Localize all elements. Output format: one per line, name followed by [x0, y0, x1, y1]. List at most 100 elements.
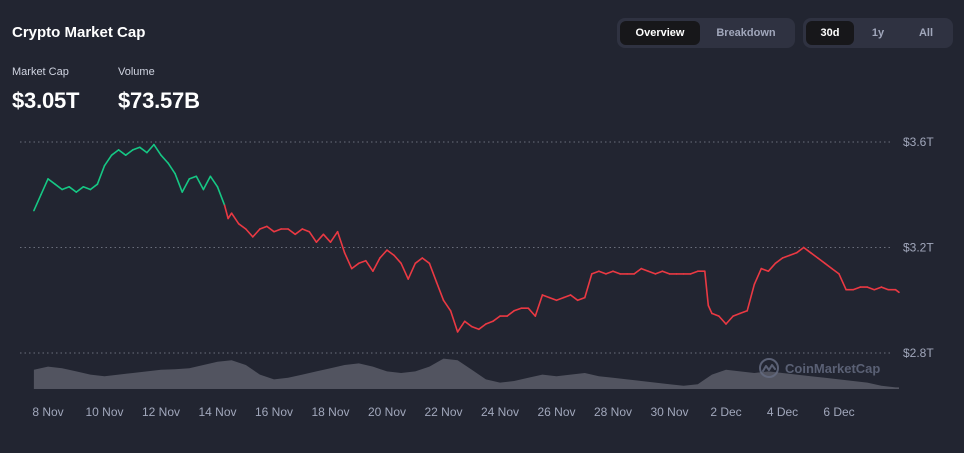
price-line-segment	[463, 320, 473, 328]
price-line-segment	[485, 320, 494, 325]
price-line-segment	[223, 204, 229, 220]
price-line-segment	[117, 149, 127, 156]
price-line-segment	[216, 186, 226, 207]
price-line-segment	[492, 315, 501, 323]
price-line-segment	[718, 315, 727, 325]
price-line-segment	[576, 296, 586, 302]
price-line-segment	[329, 230, 339, 243]
range-30d[interactable]: 30d	[806, 21, 854, 45]
price-line-segment	[259, 225, 268, 230]
x-tick-label: 18 Nov	[311, 405, 349, 419]
volume-stat: Volume $73.57B	[118, 66, 200, 114]
price-line-segment	[336, 230, 346, 254]
price-line-segment	[322, 233, 332, 243]
price-line-segment	[661, 270, 671, 275]
price-line-segment	[788, 252, 798, 257]
x-tick-label: 22 Nov	[424, 405, 462, 419]
range-all[interactable]: All	[918, 27, 934, 39]
price-line-segment	[33, 194, 42, 212]
price-line-segment	[852, 286, 862, 291]
price-line-segment	[753, 267, 763, 286]
price-line-segment	[343, 252, 353, 270]
x-tick-label: 12 Nov	[142, 405, 180, 419]
x-tick-label: 4 Dec	[767, 405, 798, 419]
price-line-segment	[506, 309, 515, 317]
price-line-segment	[407, 262, 417, 280]
price-line-segment	[153, 143, 162, 156]
price-line-segment	[732, 312, 741, 317]
price-line-segment	[68, 186, 78, 193]
price-line-segment	[809, 252, 819, 259]
price-line-segment	[583, 273, 593, 299]
price-line-segment	[795, 246, 805, 254]
price-line-segment	[61, 186, 70, 191]
price-line-segment	[103, 154, 113, 167]
price-line-segment	[456, 320, 466, 333]
x-tick-label: 26 Nov	[537, 405, 575, 419]
volume-area	[33, 358, 899, 389]
tab-breakdown[interactable]: Breakdown	[716, 27, 776, 39]
price-line-segment	[527, 307, 537, 317]
page-title: Crypto Market Cap	[12, 24, 146, 41]
price-line-segment	[774, 257, 784, 265]
price-line-segment	[47, 178, 56, 185]
price-line-segment	[654, 270, 664, 275]
range-1y[interactable]: 1y	[871, 27, 885, 39]
price-line-segment	[541, 294, 551, 299]
view-toggle: Overview Breakdown	[617, 18, 795, 48]
price-line-segment	[725, 315, 734, 325]
price-line-segment	[315, 233, 325, 243]
price-line-segment	[640, 267, 650, 273]
price-line-segment	[612, 270, 621, 275]
price-line-segment	[245, 228, 254, 238]
price-line-segment	[160, 154, 169, 164]
price-line-segment	[287, 228, 297, 236]
price-line-segment	[188, 175, 198, 180]
price-line-segment	[252, 228, 261, 238]
x-tick-label: 30 Nov	[650, 405, 688, 419]
price-line-segment	[605, 270, 614, 275]
price-line-segment	[139, 146, 148, 154]
price-line-segment	[266, 225, 275, 233]
price-line-segment	[562, 294, 572, 299]
watermark-text: CoinMarketCap	[785, 360, 881, 376]
price-line-segment	[767, 262, 777, 273]
price-line-segment	[174, 172, 183, 193]
price-line-segment	[110, 149, 120, 156]
price-line-segment	[124, 149, 134, 156]
volume-label: Volume	[118, 66, 155, 78]
x-tick-label: 14 Nov	[198, 405, 236, 419]
x-tick-label: 8 Nov	[32, 405, 63, 419]
x-tick-label: 2 Dec	[710, 405, 741, 419]
range-toggle: 30d 1y All	[803, 18, 953, 48]
price-line-segment	[301, 228, 311, 233]
price-line-segment	[746, 283, 756, 312]
price-line-segment	[477, 323, 487, 331]
price-line-segment	[308, 230, 318, 243]
price-line-segment	[598, 270, 607, 275]
price-line-segment	[75, 186, 85, 193]
market-cap-value: $3.05T	[12, 88, 80, 113]
price-line-segment	[428, 262, 438, 283]
price-line-segment	[414, 257, 424, 265]
price-line-segment	[435, 280, 445, 302]
price-line-segment	[386, 249, 395, 257]
y-tick-label: $2.8T	[903, 346, 934, 360]
price-line-segment	[54, 183, 63, 191]
price-line-segment	[831, 267, 840, 275]
price-line-segment	[838, 273, 847, 291]
price-line-segment	[227, 212, 233, 220]
x-tick-label: 10 Nov	[85, 405, 123, 419]
price-line-segment	[89, 183, 99, 191]
price-line-segment	[449, 309, 459, 333]
price-line-segment	[569, 294, 579, 302]
price-line-segment	[146, 143, 155, 154]
x-tick-label: 24 Nov	[481, 405, 519, 419]
tab-overview[interactable]: Overview	[620, 21, 700, 45]
price-line-segment	[802, 246, 812, 254]
price-line-segment	[181, 178, 191, 193]
price-line-segment	[513, 307, 523, 312]
price-line-segment	[209, 175, 219, 188]
price-line-segment	[781, 254, 791, 259]
